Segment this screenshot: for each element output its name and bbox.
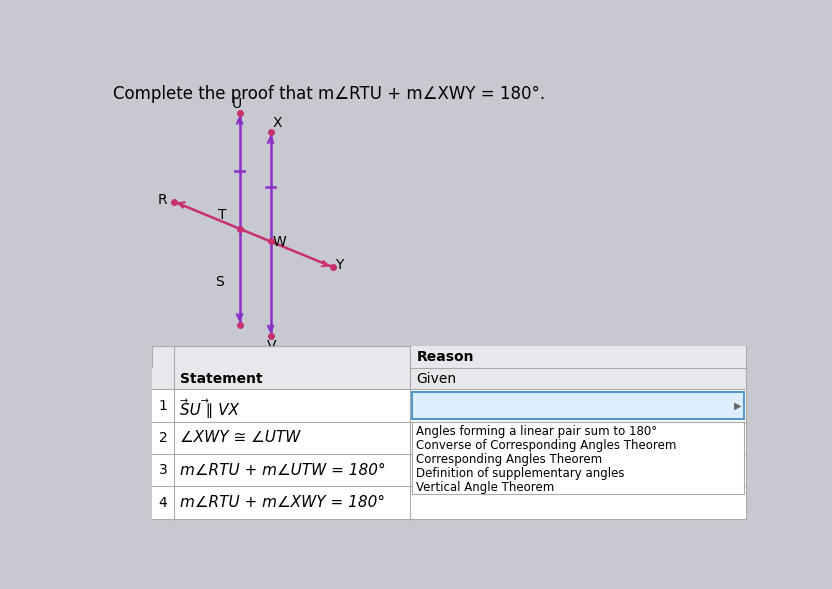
Text: Y: Y [335, 259, 344, 273]
Text: R: R [158, 193, 167, 207]
Text: Vertical Angle Theorem: Vertical Angle Theorem [415, 481, 554, 494]
Text: Reason: Reason [416, 350, 474, 364]
Text: X: X [273, 116, 282, 130]
Text: m∠RTU + m∠UTW = 180°: m∠RTU + m∠UTW = 180° [180, 463, 385, 478]
Bar [152, 454, 745, 487]
Text: Complete the proof that m∠RTU + m∠XWY = 180°.: Complete the proof that m∠RTU + m∠XWY = … [113, 85, 546, 102]
Text: S: S [215, 274, 224, 289]
Text: V: V [266, 339, 276, 353]
Text: Statement: Statement [180, 372, 263, 386]
Text: U: U [232, 97, 242, 111]
Bar [152, 487, 745, 519]
Text: W: W [273, 234, 287, 249]
Bar [152, 368, 410, 389]
Text: Given: Given [416, 372, 457, 386]
Text: m∠RTU + m∠XWY = 180°: m∠RTU + m∠XWY = 180° [180, 495, 385, 510]
Text: 2: 2 [159, 431, 167, 445]
Text: T: T [218, 208, 226, 221]
Text: 4: 4 [159, 496, 167, 509]
Text: ▶: ▶ [734, 401, 741, 411]
Text: Converse of Corresponding Angles Theorem: Converse of Corresponding Angles Theorem [415, 439, 676, 452]
Text: →    →: → → [180, 396, 209, 406]
Bar [152, 346, 745, 519]
Bar [412, 392, 744, 419]
Text: SU ∥ VX: SU ∥ VX [180, 403, 239, 418]
Text: Angles forming a linear pair sum to 180°: Angles forming a linear pair sum to 180° [415, 425, 656, 438]
Bar [412, 422, 744, 494]
Text: Corresponding Angles Theorem: Corresponding Angles Theorem [415, 453, 602, 466]
Text: ∠XWY ≅ ∠UTW: ∠XWY ≅ ∠UTW [180, 431, 300, 445]
Text: 1: 1 [158, 399, 167, 413]
Bar [410, 346, 745, 368]
Bar [152, 422, 745, 454]
Text: 3: 3 [159, 464, 167, 477]
Text: Definition of supplementary angles: Definition of supplementary angles [415, 467, 624, 480]
Bar [152, 389, 745, 422]
